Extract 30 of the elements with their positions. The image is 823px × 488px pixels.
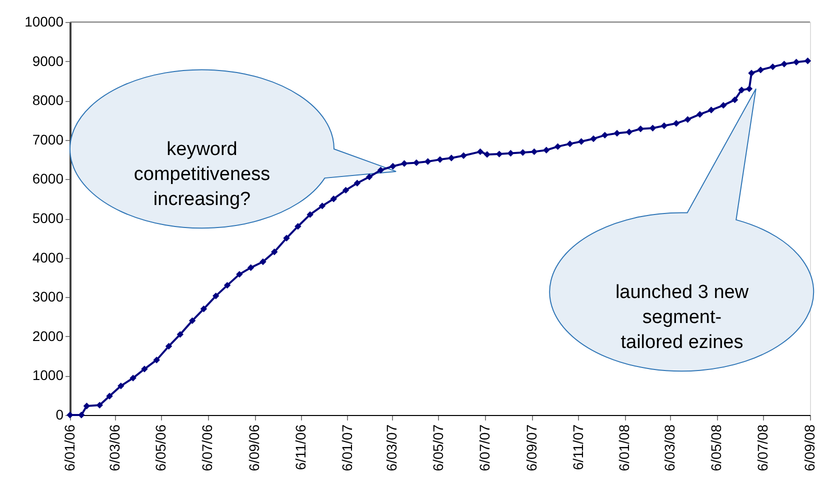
y-tick-label: 1000 xyxy=(32,367,64,384)
x-tick-label: 6/09/08 xyxy=(802,424,818,472)
x-tick-label: 6/05/07 xyxy=(430,424,446,472)
x-tick-label: 6/09/07 xyxy=(523,424,540,472)
x-tick-label: 6/03/07 xyxy=(384,424,400,472)
y-tick-label: 2000 xyxy=(32,328,64,344)
y-tick-label: 5000 xyxy=(32,210,64,226)
x-tick-label: 6/01/07 xyxy=(338,424,355,472)
x-tick-label: 6/05/06 xyxy=(152,424,169,472)
x-tick-label: 6/05/08 xyxy=(708,424,724,472)
annotation: launched 3 new segment- tailored ezines xyxy=(615,282,749,353)
x-tick-label: 6/07/06 xyxy=(199,424,216,472)
x-tick-label: 6/11/07 xyxy=(570,424,586,470)
y-tick-label: 3000 xyxy=(32,288,64,305)
x-tick-label: 6/11/06 xyxy=(292,424,308,470)
x-tick-label: 6/07/08 xyxy=(754,424,770,472)
x-tick-label: 6/01/06 xyxy=(62,424,78,472)
y-tick-label: 0 xyxy=(56,406,64,422)
x-tick-label: 6/07/07 xyxy=(476,424,492,472)
x-tick-label: 6/09/06 xyxy=(246,424,262,472)
y-tick-label: 4000 xyxy=(32,249,64,266)
x-tick-label: 6/03/08 xyxy=(662,424,678,472)
annotation: keyword competitiveness increasing? xyxy=(134,139,270,210)
y-tick-label: 6000 xyxy=(32,170,64,187)
y-tick-label: 9000 xyxy=(32,52,64,69)
x-tick-label: 6/03/06 xyxy=(106,424,122,472)
y-tick-label: 10000 xyxy=(24,14,64,30)
y-tick-label: 8000 xyxy=(32,92,64,108)
x-tick-label: 6/01/08 xyxy=(616,424,632,472)
y-tick-label: 7000 xyxy=(32,131,64,148)
